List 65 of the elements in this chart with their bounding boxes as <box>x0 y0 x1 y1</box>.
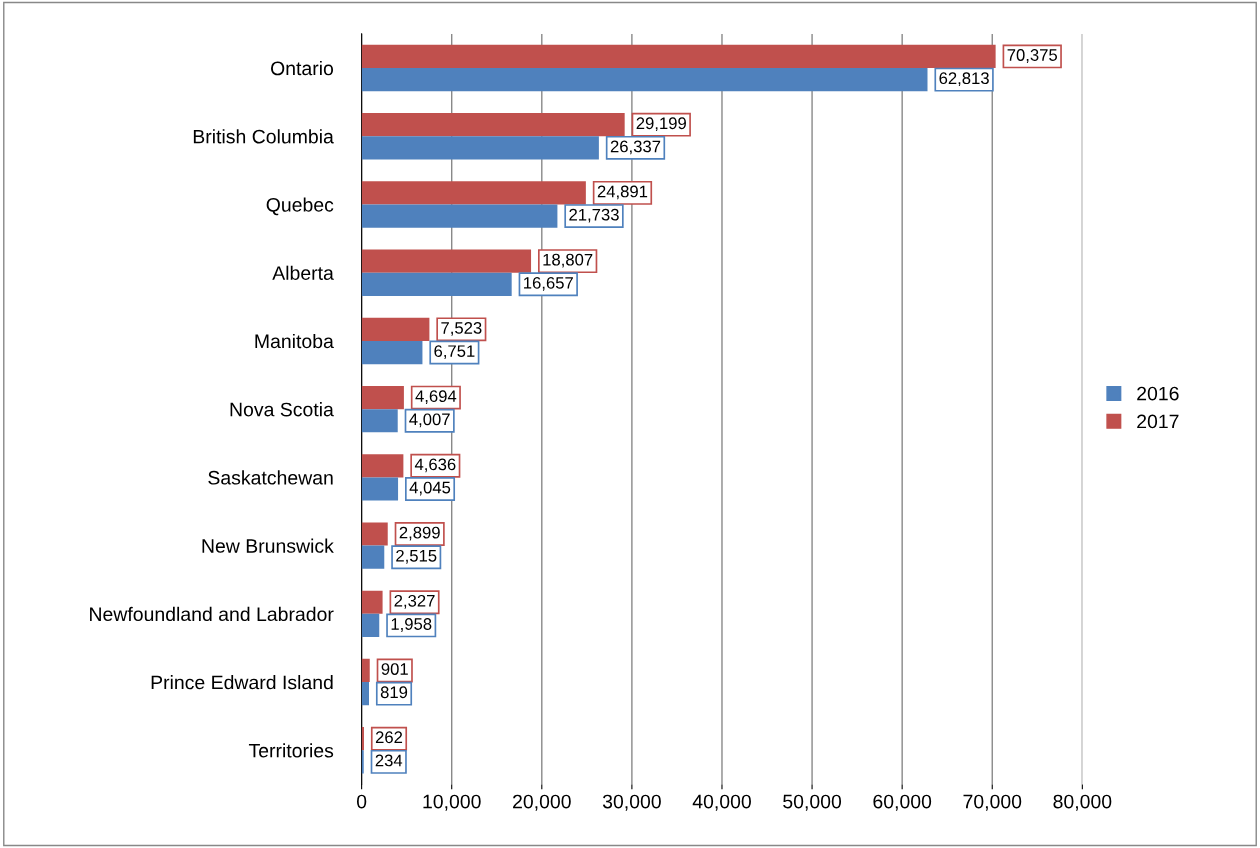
y-tick-label: Prince Edward Island <box>151 675 333 690</box>
data-label: 2,899 <box>399 526 440 541</box>
x-tick-label: 20,000 <box>513 794 571 811</box>
data-label: 29,199 <box>636 117 686 132</box>
bar <box>361 545 385 569</box>
legend-label: 2016 <box>1137 386 1179 401</box>
bar <box>361 68 928 92</box>
data-label: 18,807 <box>543 253 593 268</box>
data-label: 901 <box>381 663 408 675</box>
data-label: 1,958 <box>391 618 432 632</box>
bar <box>361 249 532 273</box>
y-tick-label: Ontario <box>271 60 334 76</box>
data-label: 2,515 <box>396 549 437 564</box>
bar <box>361 522 388 546</box>
data-label: 62,813 <box>939 72 989 87</box>
bar <box>361 477 399 501</box>
data-label: 7,523 <box>441 322 482 336</box>
data-label: 4,694 <box>415 390 457 404</box>
y-tick-label: Nova Scotia <box>230 402 334 417</box>
data-label: 4,007 <box>409 413 450 428</box>
data-label: 819 <box>380 686 408 699</box>
x-tick-label: 30,000 <box>602 794 661 811</box>
x-tick-label: 60,000 <box>873 794 932 811</box>
bar <box>361 658 370 683</box>
x-tick-label: 0 <box>356 794 367 809</box>
bar <box>361 613 380 638</box>
data-label: 262 <box>375 731 403 744</box>
y-tick-label: Newfoundland and Labrador <box>90 606 334 622</box>
data-label: 24,891 <box>597 185 648 200</box>
y-tick-label: Manitoba <box>255 333 334 349</box>
bar <box>361 340 423 365</box>
bar <box>361 385 404 410</box>
x-tick-label: 40,000 <box>692 794 751 811</box>
data-label: 16,657 <box>524 276 573 291</box>
x-tick-label: 10,000 <box>423 794 481 811</box>
bar <box>361 454 404 478</box>
y-tick-label: Territories <box>248 743 334 758</box>
y-tick-label: British Columbia <box>193 129 334 144</box>
bar <box>361 136 599 160</box>
data-label: 4,045 <box>409 481 451 496</box>
y-tick-label: Saskatchewan <box>208 470 333 485</box>
y-tick-label: New Brunswick <box>202 538 334 553</box>
data-label: 21,733 <box>569 208 619 223</box>
y-tick-label: Alberta <box>272 265 334 280</box>
bar <box>361 590 383 614</box>
bar <box>361 409 398 433</box>
data-label: 70,375 <box>1007 49 1058 63</box>
data-label: 26,337 <box>610 140 661 155</box>
data-label: 6,751 <box>434 345 475 359</box>
bar <box>361 204 558 228</box>
x-tick-label: 70,000 <box>963 794 1022 811</box>
y-tick-label: Quebec <box>266 197 334 216</box>
bar <box>361 317 430 341</box>
data-label: 2,327 <box>394 594 435 609</box>
x-tick-label: 80,000 <box>1053 794 1112 811</box>
bar <box>361 750 364 774</box>
legend-label: 2017 <box>1137 414 1179 429</box>
data-label: 4,636 <box>414 458 456 473</box>
x-tick-label: 50,000 <box>783 794 842 811</box>
bar <box>361 113 625 137</box>
bar <box>361 44 996 69</box>
bar <box>361 272 512 296</box>
data-label: 234 <box>375 754 403 767</box>
bar <box>361 682 369 706</box>
bar <box>361 181 586 205</box>
